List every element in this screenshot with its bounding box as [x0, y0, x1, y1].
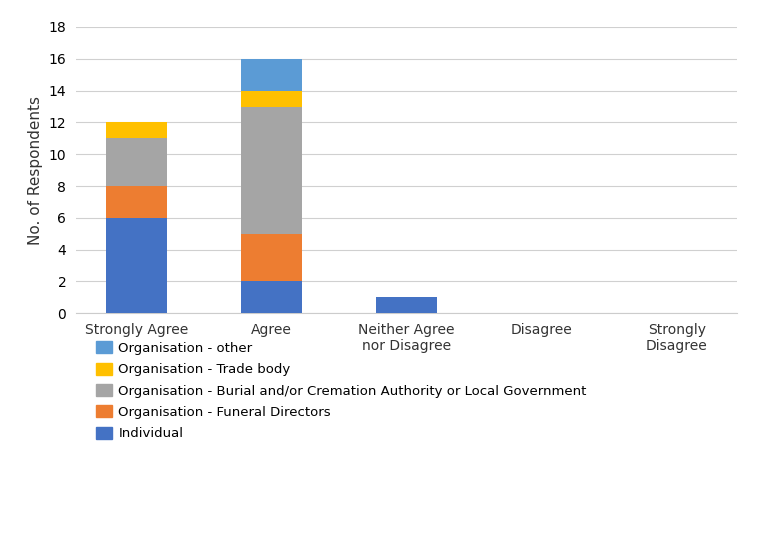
Bar — [376, 298, 437, 313]
Bar — [106, 138, 167, 186]
Bar — [106, 123, 167, 138]
Y-axis label: No. of Respondents: No. of Respondents — [28, 96, 43, 245]
Bar — [241, 234, 302, 281]
Bar — [241, 281, 302, 313]
Bar — [241, 91, 302, 106]
Bar — [241, 59, 302, 91]
Bar — [106, 218, 167, 313]
Bar — [241, 106, 302, 234]
Legend: Organisation - other, Organisation - Trade body, Organisation - Burial and/or Cr: Organisation - other, Organisation - Tra… — [96, 341, 587, 440]
Bar — [106, 186, 167, 218]
